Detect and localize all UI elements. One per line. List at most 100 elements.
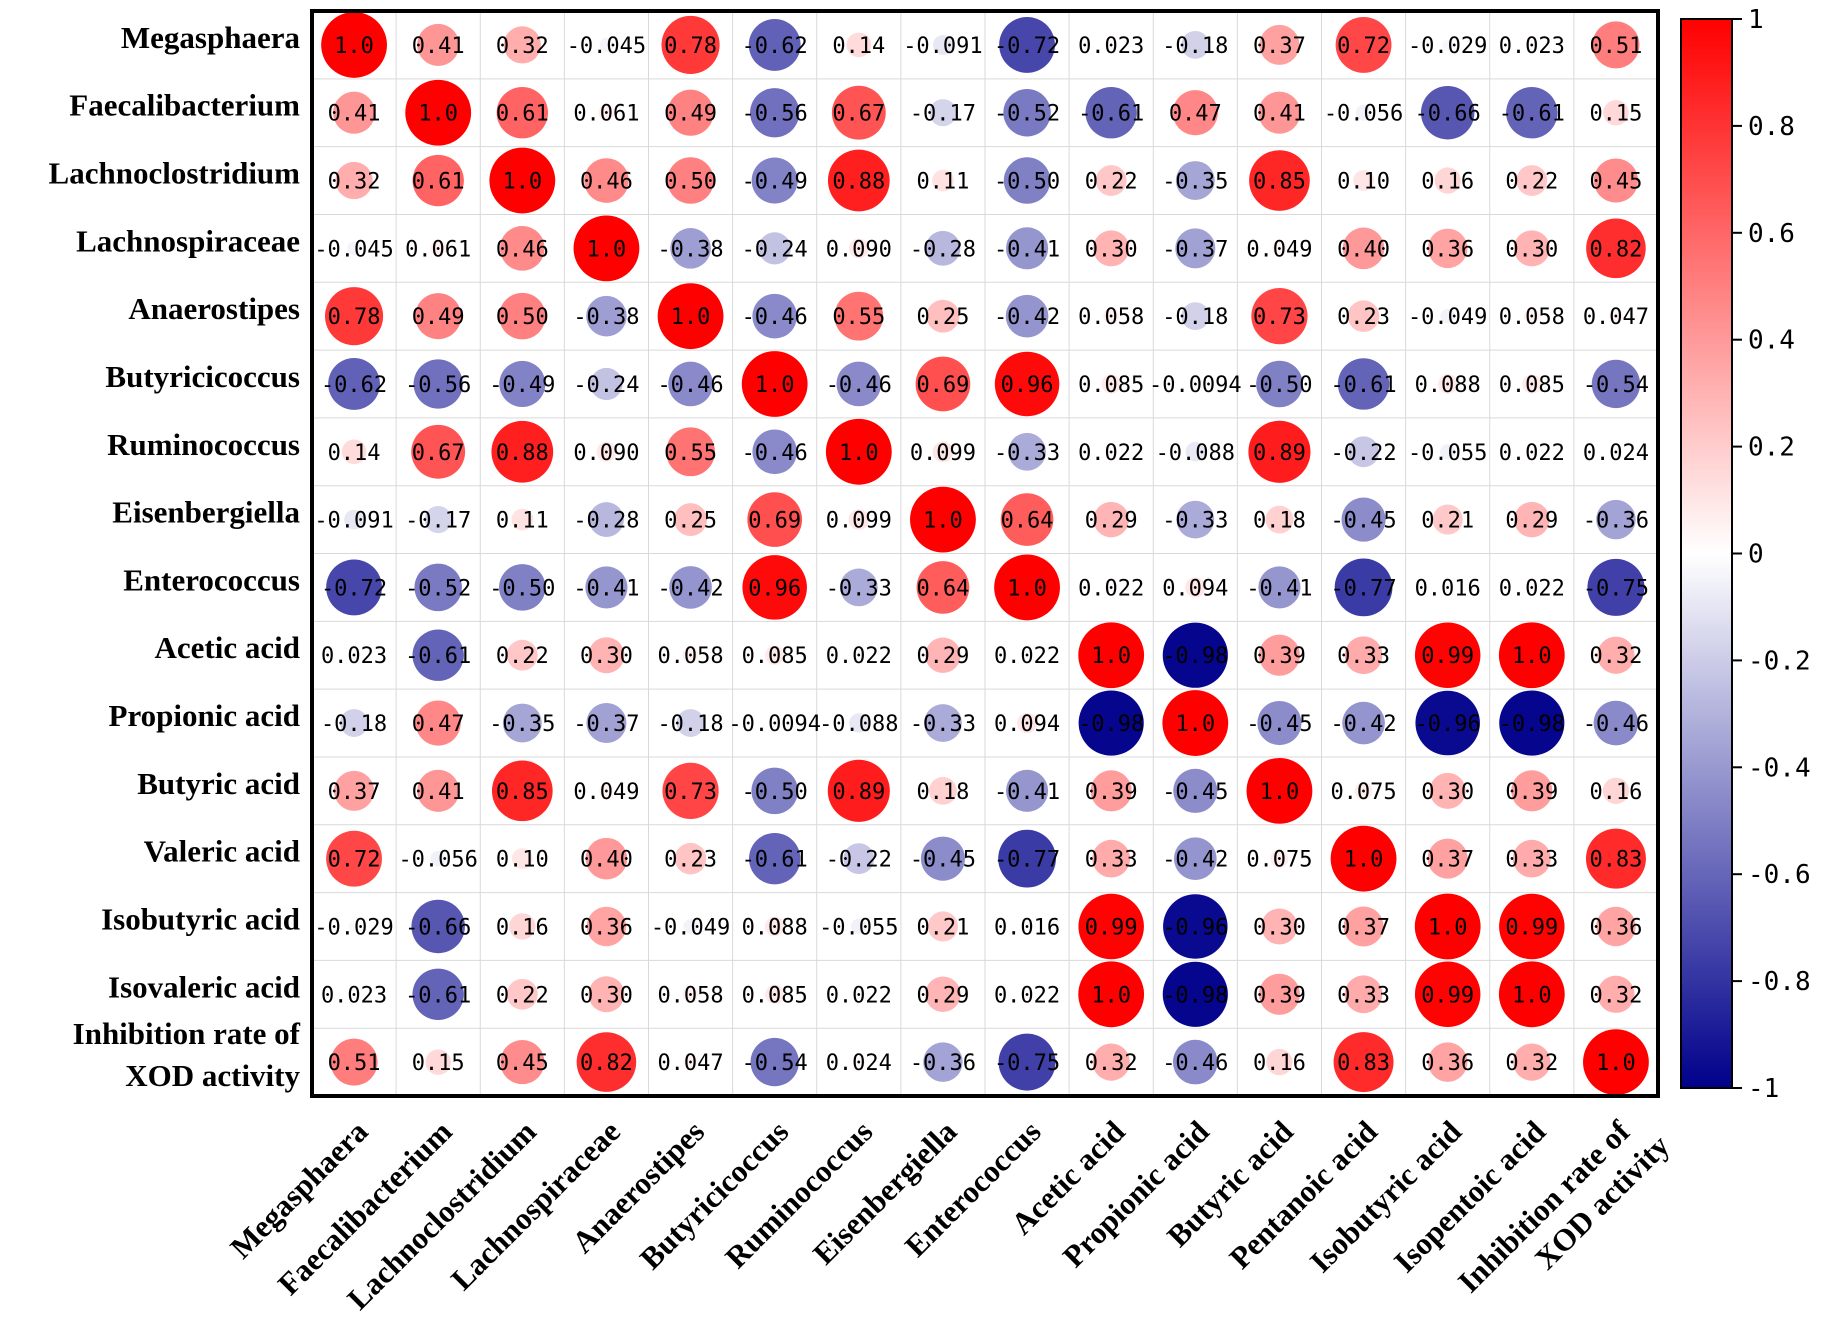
correlation-circle (1078, 690, 1144, 756)
correlation-circle (676, 709, 705, 737)
correlation-circle (920, 836, 966, 881)
colorbar-tick-label: 0.8 (1748, 112, 1795, 142)
correlation-value: 0.45 (496, 1051, 549, 1076)
correlation-value: 0.22 (496, 644, 549, 669)
correlation-value: -0.37 (573, 712, 639, 737)
correlation-value: -0.98 (1162, 644, 1228, 669)
correlation-circle (1593, 158, 1639, 203)
correlation-circle (994, 554, 1060, 621)
correlation-value: 0.30 (580, 644, 633, 669)
correlation-value: 0.72 (1337, 34, 1390, 59)
correlation-circle (509, 913, 536, 940)
correlation-circle (585, 837, 628, 880)
correlation-circle (765, 984, 785, 1004)
correlation-circle (585, 566, 628, 609)
correlation-value: -0.045 (314, 237, 393, 262)
correlation-value: -0.28 (910, 237, 976, 262)
correlation-circle (1602, 777, 1630, 805)
correlation-value: 0.37 (1421, 848, 1474, 873)
row-label: Butyricicoccus (105, 359, 300, 394)
correlation-circle (596, 441, 617, 462)
correlation-value: -0.049 (1408, 305, 1487, 330)
correlation-circle (916, 561, 970, 614)
correlation-value: 0.39 (1505, 780, 1558, 805)
row-label: Anaerostipes (128, 291, 300, 326)
correlation-value: -0.45 (1330, 509, 1396, 534)
correlation-circle (586, 703, 627, 744)
correlation-circle (496, 87, 549, 139)
correlation-circle (1005, 769, 1049, 812)
correlation-value: -0.18 (1162, 305, 1228, 330)
correlation-value: 0.023 (1078, 34, 1144, 59)
correlation-circle (661, 15, 720, 74)
correlation-circle (1513, 230, 1550, 267)
correlation-value: -0.38 (573, 305, 639, 330)
correlation-value: -0.77 (1330, 576, 1396, 601)
correlation-value: -0.22 (826, 848, 892, 873)
correlation-value: -0.98 (1162, 983, 1228, 1008)
correlation-circle (1434, 167, 1461, 194)
correlation-circle (994, 351, 1060, 417)
correlation-circle (588, 637, 625, 674)
correlation-value: 0.51 (328, 1051, 381, 1076)
correlation-value: -0.45 (910, 848, 976, 873)
correlation-value: -0.62 (742, 34, 808, 59)
correlation-value: -0.41 (994, 780, 1060, 805)
correlation-value: 1.0 (755, 373, 795, 398)
correlation-circle (1248, 420, 1311, 483)
colorbar-gradient (1680, 18, 1733, 1089)
correlation-circle (348, 920, 360, 933)
column-label: Eisenbergiella (806, 1113, 964, 1271)
correlation-value: -0.33 (994, 441, 1060, 466)
correlation-circle (349, 650, 360, 661)
correlation-value: 0.047 (1583, 305, 1649, 330)
correlation-circle (1258, 91, 1301, 134)
correlation-circle (765, 645, 785, 665)
correlation-circle (1437, 374, 1458, 394)
correlation-circle (499, 564, 546, 611)
correlation-circle (1192, 380, 1199, 388)
correlation-value: -0.72 (321, 576, 387, 601)
correlation-circle (827, 149, 890, 212)
correlation-value: -0.77 (994, 848, 1060, 873)
correlation-circle (1512, 839, 1551, 878)
colorbar-tick-label: 1 (1748, 5, 1764, 35)
correlation-value: -0.0094 (728, 712, 821, 737)
correlation-value: 0.024 (826, 1051, 892, 1076)
correlation-value: -0.50 (742, 780, 808, 805)
correlation-circle (1249, 150, 1310, 211)
correlation-circle (750, 88, 800, 138)
correlation-circle (1511, 770, 1553, 812)
correlation-value: 0.64 (1001, 509, 1054, 534)
correlation-value: 0.99 (1505, 915, 1558, 940)
correlation-circle (925, 976, 961, 1013)
correlation-value: -0.088 (1156, 441, 1235, 466)
correlation-value: 0.69 (916, 373, 969, 398)
correlation-value: -0.61 (1499, 102, 1565, 127)
correlation-circle (1003, 88, 1051, 137)
correlation-circle (667, 89, 714, 136)
correlation-value: -0.33 (826, 576, 892, 601)
correlation-value: 0.96 (1001, 373, 1054, 398)
correlation-circle (999, 16, 1055, 73)
correlation-value: 1.0 (671, 305, 711, 330)
correlation-value: 0.14 (832, 34, 885, 59)
correlation-circle (848, 238, 869, 259)
correlation-value: -0.46 (657, 373, 723, 398)
correlation-value: -0.17 (405, 509, 471, 534)
correlation-circle (1335, 16, 1392, 73)
correlation-circle (682, 647, 699, 664)
correlation-value: -0.42 (1162, 848, 1228, 873)
correlation-value: 0.49 (412, 305, 465, 330)
correlation-circle (1513, 1043, 1551, 1081)
correlation-value: -0.54 (742, 1051, 808, 1076)
correlation-circle (412, 629, 464, 681)
correlation-circle (1591, 359, 1641, 409)
correlation-value: 0.30 (1505, 237, 1558, 262)
correlation-circle (662, 762, 719, 819)
correlation-value: 0.085 (1078, 373, 1144, 398)
correlation-value: -0.61 (1078, 102, 1144, 127)
correlation-value: 0.016 (1415, 576, 1481, 601)
correlation-circle (825, 418, 892, 485)
